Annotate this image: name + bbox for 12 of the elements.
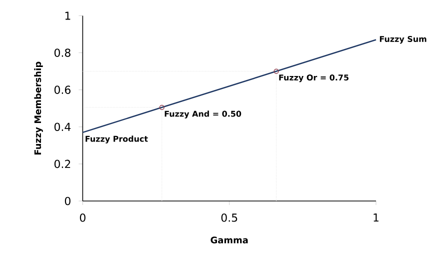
x-axis-title: Gamma [210, 236, 248, 244]
y-tick-label: 0.6 [54, 86, 70, 94]
y-tick-label: 0 [64, 196, 70, 206]
x-tick-label: 0 [80, 214, 86, 222]
x-tick-label: 0.5 [221, 214, 238, 222]
y-axis-title: Fuzzy Membership [34, 62, 43, 154]
y-tick-label: 0.4 [54, 122, 71, 132]
y-tick-label: 0.2 [54, 160, 70, 168]
line-series [82, 39, 377, 134]
y-tick-label: 1 [65, 12, 70, 20]
y-tick-label: 0.8 [54, 48, 70, 57]
x-tick-label: 1 [374, 214, 378, 222]
